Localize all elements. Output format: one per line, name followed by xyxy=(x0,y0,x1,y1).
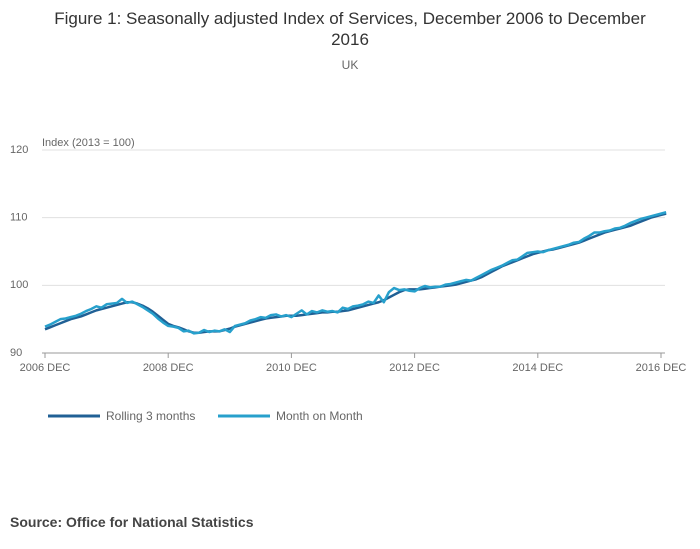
y-tick-label: 110 xyxy=(10,212,28,224)
series-line xyxy=(44,211,667,335)
chart-subtitle: UK xyxy=(341,58,359,72)
y-tick-label: 90 xyxy=(10,347,22,359)
chart: Index (2013 = 100) 90 100 110 120 2006 DEC 20… xyxy=(10,137,687,423)
x-tick-label: 2010 DEC xyxy=(266,362,317,374)
source: Source: Office for National Statistics xyxy=(10,514,254,530)
y-tick-label: 120 xyxy=(10,144,28,156)
y-tick-label: 100 xyxy=(10,279,28,291)
x-tick-label: 2016 DEC xyxy=(636,362,687,374)
y-axis-label: Index (2013 = 100) xyxy=(42,137,135,149)
legend-label: Rolling 3 months xyxy=(106,409,195,423)
x-tick-label: 2008 DEC xyxy=(143,362,194,374)
x-tick-label: 2014 DEC xyxy=(512,362,563,374)
series-line xyxy=(44,212,667,334)
chart-title: Figure 1: Seasonally adjusted Index of S… xyxy=(54,9,646,49)
x-tick-label: 2006 DEC xyxy=(20,362,71,374)
x-tick-label: 2012 DEC xyxy=(389,362,440,374)
legend-label: Month on Month xyxy=(276,409,363,423)
